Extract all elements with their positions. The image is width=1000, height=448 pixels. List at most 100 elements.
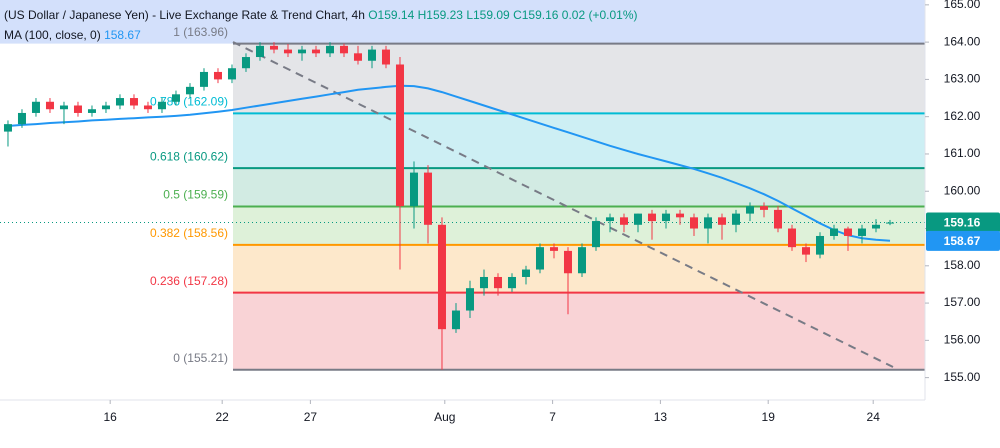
candle-body <box>815 235 824 255</box>
candle-body <box>339 45 348 54</box>
ohlc-value: O159.14 <box>368 8 414 22</box>
candle-body <box>311 49 320 54</box>
candle-body <box>45 101 54 110</box>
candle-body <box>591 221 600 248</box>
fib-level-label: 1 (163.96) <box>173 25 228 39</box>
candle-body <box>773 209 782 229</box>
y-tick-label: 161.00 <box>944 146 981 160</box>
y-tick-label: 155.00 <box>944 370 981 384</box>
candle-body <box>59 105 68 110</box>
candle-body <box>843 228 852 236</box>
ohlc-value: L159.09 <box>466 8 510 22</box>
candle-body <box>479 276 488 289</box>
ma-legend: MA (100, close, 0) 158.67 <box>4 28 141 42</box>
x-tick-label: 16 <box>104 410 118 424</box>
ohlc-value: C159.16 <box>513 8 559 22</box>
fib-zone <box>233 43 925 114</box>
price-tag <box>926 212 1000 233</box>
candle-body <box>129 98 138 106</box>
candle-body <box>885 222 894 224</box>
y-tick-label: 158.00 <box>944 258 981 272</box>
candle-body <box>395 64 404 207</box>
price-tag-label: 158.67 <box>944 234 981 248</box>
candle-body <box>577 247 586 274</box>
candle-body <box>353 53 362 61</box>
candle-body <box>633 213 642 225</box>
y-tick-label: 160.00 <box>944 183 981 197</box>
x-tick-label: 24 <box>867 410 881 424</box>
candle-body <box>367 49 376 61</box>
candle-body <box>829 228 838 236</box>
candle-body <box>759 206 768 210</box>
fib-level-label: 0.382 (158.56) <box>150 226 228 240</box>
ma-legend-name: MA (100, close, 0) <box>4 28 101 42</box>
x-tick-label: 19 <box>762 410 776 424</box>
y-tick-label: 163.00 <box>944 72 981 86</box>
candle-body <box>619 217 628 225</box>
candle-body <box>297 49 306 54</box>
y-tick-label: 156.00 <box>944 333 981 347</box>
candle-body <box>801 247 810 255</box>
candle-body <box>227 68 236 80</box>
candle-body <box>647 213 656 222</box>
fib-level-label: 0.5 (159.59) <box>163 188 228 202</box>
fib-level-label: 0 (155.21) <box>173 351 228 365</box>
candle-body <box>115 98 124 106</box>
chart-header: (US Dollar / Japanese Yen) - Live Exchan… <box>4 8 638 22</box>
candle-body <box>521 269 530 277</box>
change-value: 0.02 (+0.01%) <box>562 8 638 22</box>
candle-body <box>213 71 222 80</box>
candle-body <box>157 101 166 110</box>
trend-line <box>232 41 894 368</box>
candle-body <box>143 105 152 110</box>
candle-body <box>283 49 292 54</box>
fib-level-label: 0.786 (162.09) <box>150 94 228 108</box>
candle-body <box>255 45 264 58</box>
ma-line <box>7 84 891 242</box>
ma-legend-value: 158.67 <box>104 28 141 42</box>
x-tick-label: 27 <box>304 410 318 424</box>
candle-body <box>241 57 250 69</box>
candle-body <box>451 310 460 330</box>
background-layer: 1 (163.96) 0.786 (162.09) 0.618 (160.62) 0.… <box>0 0 925 371</box>
fib-level-label: 0.236 (157.28) <box>150 274 228 288</box>
candle-body <box>857 228 866 236</box>
candle-body <box>423 172 432 225</box>
candle-body <box>325 45 334 54</box>
price-tag-label: 159.16 <box>944 216 981 230</box>
candle-body <box>465 288 474 311</box>
candle-body <box>661 213 670 222</box>
y-tick-label: 162.00 <box>944 109 981 123</box>
candle-body <box>3 124 12 132</box>
candle-body <box>605 217 614 222</box>
candle-body <box>563 250 572 274</box>
fib-zone <box>233 168 925 207</box>
candle-body <box>17 112 26 125</box>
candle-body <box>31 101 40 113</box>
candle-body <box>171 94 180 102</box>
candle-body <box>871 224 880 229</box>
fib-top-zone <box>0 0 925 44</box>
candle-body <box>787 228 796 248</box>
price-tag <box>926 230 1000 251</box>
candle-body <box>87 109 96 113</box>
candle-body <box>381 49 390 65</box>
candle-body <box>675 213 684 218</box>
x-tick-label: 22 <box>216 410 230 424</box>
fib-zone <box>233 113 925 169</box>
candle-body <box>185 86 194 95</box>
x-tick-label: 13 <box>654 410 668 424</box>
x-tick-label: 7 <box>549 410 556 424</box>
ohlc-value: H159.23 <box>418 8 464 22</box>
candle-body <box>493 276 502 289</box>
candle-body <box>199 71 208 87</box>
y-tick-label: 164.00 <box>944 34 981 48</box>
candle-body <box>437 224 446 330</box>
candle-body <box>703 217 712 229</box>
candle-body <box>507 276 516 289</box>
y-tick-label: 165.00 <box>944 0 981 11</box>
candle-body <box>101 105 110 110</box>
x-tick-label: Aug <box>434 410 455 424</box>
